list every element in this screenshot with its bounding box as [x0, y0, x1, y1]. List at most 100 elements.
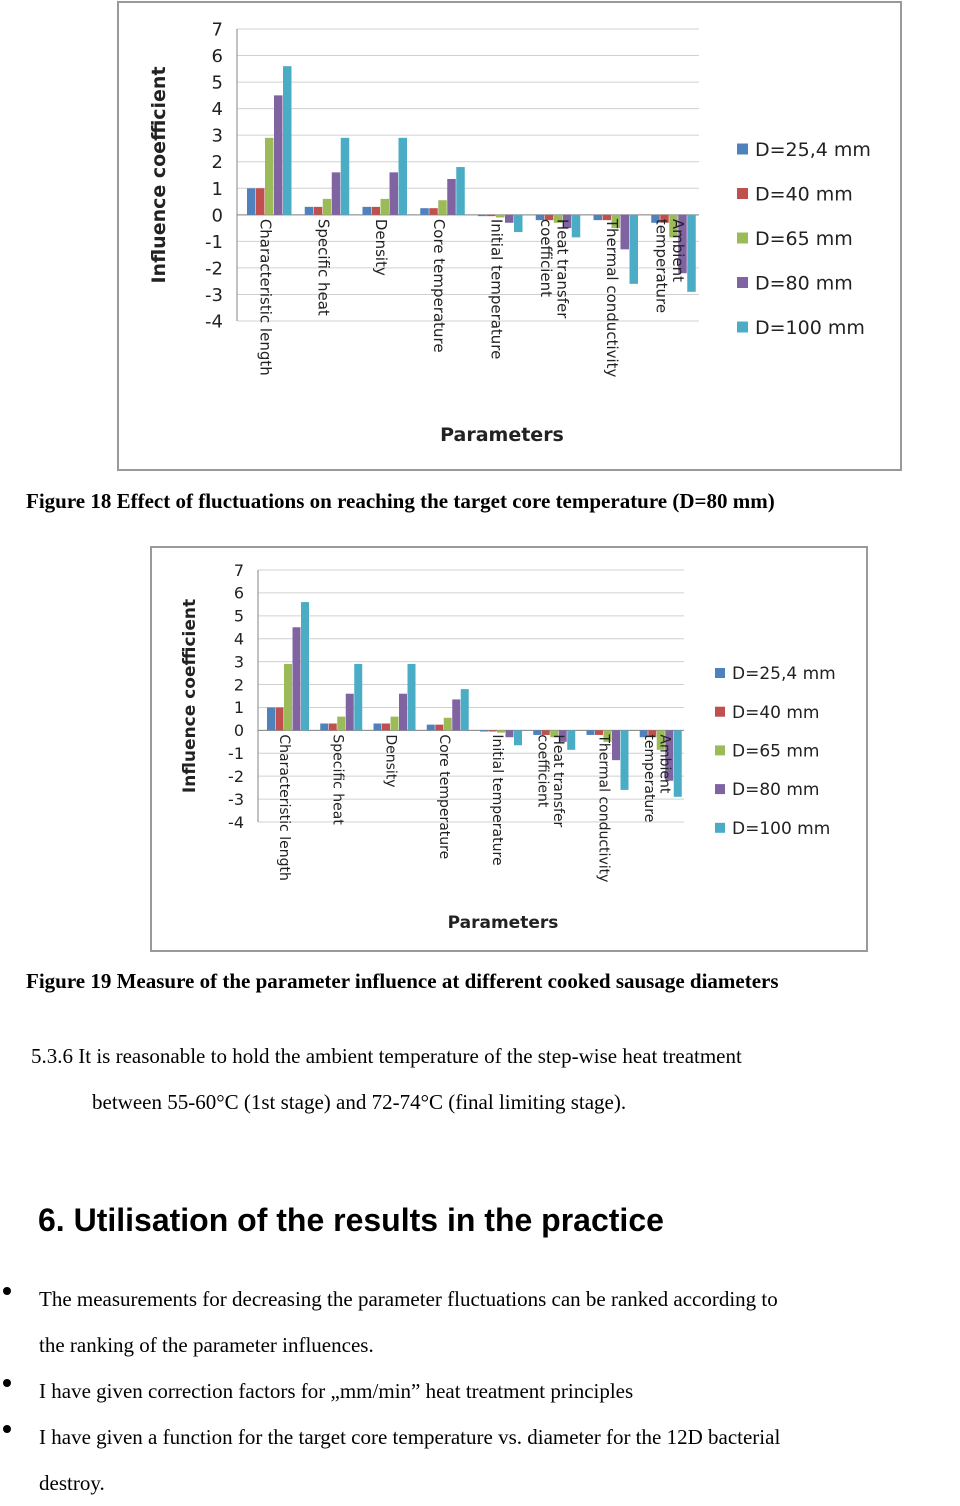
bar	[651, 214, 660, 223]
bar	[420, 208, 429, 215]
legend-label: D=80 mm	[732, 780, 820, 800]
y-tick-label: -3	[205, 285, 223, 306]
x-tick-label-line: Ambient	[669, 219, 687, 282]
x-tick-label-line: Ambient	[656, 734, 672, 793]
x-tick-label: Initial temperature	[489, 734, 505, 865]
bar	[612, 730, 620, 761]
bar	[292, 627, 301, 731]
x-tick-label-line: temperature	[641, 734, 657, 822]
legend-swatch	[715, 668, 725, 678]
section-5-3-6-line-2: between 55-60°C (1st stage) and 72-74°C …	[92, 1090, 627, 1114]
figure-18-caption: Figure 18 Effect of fluctuations on reac…	[26, 489, 775, 513]
bar	[435, 724, 444, 731]
legend-swatch	[737, 143, 748, 155]
bar	[535, 214, 545, 221]
x-tick-label: Thermal conductivity	[603, 218, 621, 378]
bar	[567, 730, 576, 750]
bar	[322, 198, 332, 215]
y-tick-label: 3	[234, 652, 244, 671]
x-tick-label: Core temperature	[430, 219, 448, 353]
bar	[514, 730, 522, 746]
y-tick-label: 6	[212, 46, 223, 67]
bar	[669, 214, 678, 238]
bullet-dot-icon	[3, 1287, 11, 1295]
bar	[673, 730, 682, 797]
legend-label: D=65 mm	[732, 742, 820, 762]
bar	[267, 707, 275, 731]
legend-label: D=40 mm	[732, 703, 820, 723]
bar	[544, 214, 554, 221]
x-axis-title: Parameters	[448, 913, 559, 933]
y-tick-label: 7	[234, 561, 244, 580]
x-tick-label-line: Characteristic length	[257, 219, 275, 376]
x-tick-label: Density	[372, 219, 390, 276]
legend-swatch	[715, 822, 725, 833]
bar	[304, 206, 314, 215]
bar	[275, 707, 284, 731]
x-tick-label-line: Initial temperature	[489, 734, 505, 865]
y-axis-title: Influence coefficient	[148, 66, 170, 283]
bar	[313, 206, 323, 215]
legend-label: D=100 mm	[755, 317, 865, 339]
bar	[629, 214, 638, 284]
legend-label: D=65 mm	[755, 228, 853, 250]
x-tick-label-line: coefficient	[537, 219, 555, 297]
bar	[496, 214, 505, 218]
bar	[320, 723, 329, 731]
x-tick-label-line: temperature	[653, 219, 671, 313]
bar	[284, 663, 292, 731]
bar	[665, 730, 674, 781]
y-tick-label: -1	[205, 232, 223, 253]
bar	[337, 716, 346, 731]
bar	[550, 730, 559, 738]
y-tick-label: 3	[212, 126, 223, 147]
x-tick-label-line: Thermal conductivity	[596, 733, 612, 882]
x-tick-label: Characteristic length	[257, 219, 275, 376]
bar	[399, 693, 407, 731]
bar	[558, 730, 567, 742]
x-tick-label: Initial temperature	[488, 219, 506, 360]
bar	[593, 214, 602, 221]
bar	[660, 214, 669, 223]
y-tick-label: 0	[212, 205, 223, 226]
bar	[373, 723, 382, 731]
legend-swatch	[715, 706, 725, 717]
legend-swatch	[737, 232, 748, 244]
bar	[340, 137, 350, 215]
bar	[390, 716, 399, 731]
legend-label: D=80 mm	[755, 272, 853, 294]
y-tick-label: -3	[228, 790, 244, 809]
bar	[438, 200, 447, 215]
bar	[678, 214, 687, 274]
legend-label: D=40 mm	[755, 183, 853, 205]
x-tick-label-line: coefficient	[535, 734, 551, 807]
y-tick-label: -4	[205, 311, 223, 332]
bar	[371, 206, 380, 215]
y-tick-label: 2	[212, 152, 223, 173]
bullet-dot-icon	[3, 1379, 11, 1387]
y-tick-label: 5	[212, 73, 223, 94]
y-tick-label: 2	[234, 675, 244, 694]
bar	[265, 137, 274, 215]
x-tick-label-line: Heat transfer	[554, 219, 572, 319]
x-axis-title: Parameters	[440, 424, 564, 446]
bar	[389, 172, 398, 215]
x-tick-label-line: Core temperature	[436, 734, 452, 859]
bar	[620, 214, 629, 250]
bullet-dot-icon	[3, 1425, 11, 1433]
bar	[602, 214, 611, 221]
legend-label: D=25,4 mm	[732, 664, 836, 684]
section-5-3-6-line-1: 5.3.6 It is reasonable to hold the ambie…	[31, 1044, 742, 1068]
y-tick-label: -2	[228, 767, 244, 786]
bar	[452, 699, 461, 731]
bar	[497, 730, 505, 733]
bar	[487, 214, 496, 217]
bar	[514, 214, 523, 233]
bar	[456, 167, 465, 215]
y-tick-label: 1	[234, 698, 244, 717]
bar	[426, 724, 435, 731]
bullet-text-line: I have given a function for the target c…	[39, 1425, 781, 1449]
x-tick-label: Specific heat	[329, 734, 345, 825]
